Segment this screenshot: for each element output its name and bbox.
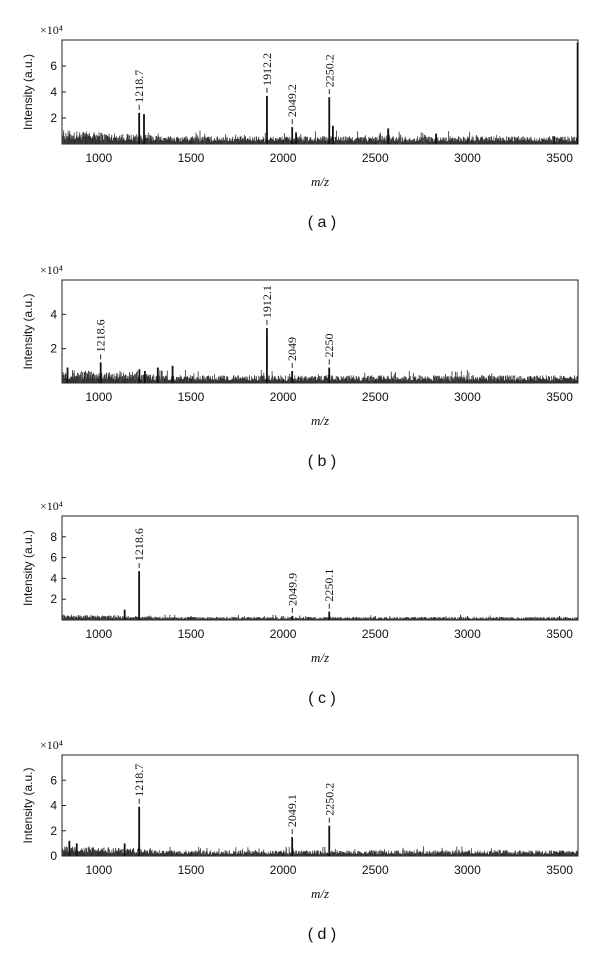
x-tick-label-c-3: 2500	[362, 627, 389, 641]
y-tick-label-b-1: 4	[50, 307, 57, 321]
y-tick-label-c-1: 4	[50, 571, 57, 585]
y-tick-label-a-2: 6	[50, 59, 57, 73]
spectrum-panel-a: 1218.7 1912.2 2049.2 2250.2 1000 1500 2000 2500…	[0, 0, 600, 240]
x-tick-label-c-2: 2000	[270, 627, 297, 641]
spectrum-chart-a: 1218.7 1912.2 2049.2 2250.2 1000 1500 2000 2500…	[21, 23, 579, 231]
x-tick-label-d-1: 1500	[178, 863, 205, 877]
peak-label-d-5: 2250.2	[322, 783, 336, 816]
spectrum-chart-b: 1218.6 1912.1 2049 2250 1000 1500 2000 2500 3000…	[21, 263, 579, 470]
x-tick-label-d-0: 1000	[86, 863, 113, 877]
x-tick-label-d-5: 3500	[546, 863, 573, 877]
peak-label-c-2: 2049.9	[285, 573, 299, 606]
x-tick-label-c-5: 3500	[546, 627, 573, 641]
peak-label-b-7: 2049	[285, 337, 299, 361]
x-axis-label-b: m/z	[311, 413, 329, 428]
peak-label-a-5: 2250.2	[322, 54, 336, 87]
panel-caption-d: ( d )	[308, 926, 336, 943]
panel-caption-c: ( c )	[308, 690, 336, 707]
spectrum-chart-c: 1218.6 2049.9 2250.1 1000 1500 2000 2500 3000 35…	[21, 499, 579, 707]
x-axis-label-a: m/z	[311, 174, 329, 189]
y-tick-label-c-2: 6	[50, 551, 57, 565]
x-tick-label-a-5: 3500	[546, 151, 573, 165]
minor-spikes-d	[62, 846, 501, 856]
peak-label-a-0: 1218.7	[132, 70, 146, 103]
y-multiplier-b: ×10⁴	[40, 263, 63, 277]
y-tick-label-c-3: 8	[50, 530, 57, 544]
peak-label-b-6: 1912.1	[260, 285, 274, 318]
peak-label-d-4: 2049.1	[285, 794, 299, 827]
spectrum-panel-b: 1218.6 1912.1 2049 2250 1000 1500 2000 2500 3000…	[0, 240, 600, 480]
y-tick-label-d-0: 0	[50, 849, 57, 863]
x-tick-label-a-2: 2000	[270, 151, 297, 165]
y-tick-label-a-1: 4	[50, 85, 57, 99]
y-multiplier-d: ×10⁴	[40, 738, 63, 752]
x-tick-label-c-4: 3000	[454, 627, 481, 641]
y-tick-label-a-0: 2	[50, 111, 57, 125]
x-tick-label-a-1: 1500	[178, 151, 205, 165]
panel-caption-b: ( b )	[308, 453, 336, 470]
spectrum-chart-d: 1218.7 2049.1 2250.2 1000 1500 2000 2500 3000 35…	[21, 738, 579, 943]
x-tick-label-b-5: 3500	[546, 390, 573, 404]
spectrum-panel-c: 1218.6 2049.9 2250.1 1000 1500 2000 2500 3000 35…	[0, 480, 600, 720]
y-multiplier-c: ×10⁴	[40, 499, 63, 513]
peak-label-a-3: 2049.2	[285, 84, 299, 117]
y-tick-label-d-3: 6	[50, 773, 57, 787]
x-axis-label-d: m/z	[311, 886, 329, 901]
y-axis-label-a: Intensity (a.u.)	[21, 54, 35, 130]
x-tick-label-d-4: 3000	[454, 863, 481, 877]
minor-spikes-a	[62, 130, 497, 144]
x-tick-label-b-2: 2000	[270, 390, 297, 404]
x-tick-label-b-1: 1500	[178, 390, 205, 404]
spectrum-panel-d: 1218.7 2049.1 2250.2 1000 1500 2000 2500 3000 35…	[0, 720, 600, 954]
peak-label-c-1: 1218.6	[132, 528, 146, 561]
panel-caption-a: ( a )	[308, 214, 336, 231]
plot-frame-b	[61, 279, 579, 384]
y-axis-label-d: Intensity (a.u.)	[21, 767, 35, 843]
y-axis-label-c: Intensity (a.u.)	[21, 530, 35, 606]
x-axis-label-c: m/z	[311, 650, 329, 665]
x-tick-label-b-4: 3000	[454, 390, 481, 404]
minor-spikes-b	[62, 369, 493, 383]
y-tick-label-b-0: 2	[50, 342, 57, 356]
x-tick-label-a-3: 2500	[362, 151, 389, 165]
x-tick-label-a-4: 3000	[454, 151, 481, 165]
y-multiplier-a: ×10⁴	[40, 23, 63, 37]
x-tick-label-d-2: 2000	[270, 863, 297, 877]
peak-label-b-8: 2250	[322, 334, 336, 358]
x-tick-label-c-1: 1500	[178, 627, 205, 641]
y-axis-label-b: Intensity (a.u.)	[21, 293, 35, 369]
y-tick-label-c-0: 2	[50, 592, 57, 606]
y-tick-label-d-2: 4	[50, 799, 57, 813]
x-tick-label-b-3: 2500	[362, 390, 389, 404]
peak-label-c-3: 2250.1	[322, 569, 336, 602]
x-tick-label-a-0: 1000	[86, 151, 113, 165]
peak-label-a-2: 1912.2	[260, 53, 274, 86]
x-tick-label-d-3: 2500	[362, 863, 389, 877]
x-tick-label-b-0: 1000	[86, 390, 113, 404]
peak-label-d-3: 1218.7	[132, 764, 146, 797]
x-tick-label-c-0: 1000	[86, 627, 113, 641]
peak-label-b-1: 1218.6	[94, 319, 108, 352]
y-tick-label-d-1: 2	[50, 824, 57, 838]
